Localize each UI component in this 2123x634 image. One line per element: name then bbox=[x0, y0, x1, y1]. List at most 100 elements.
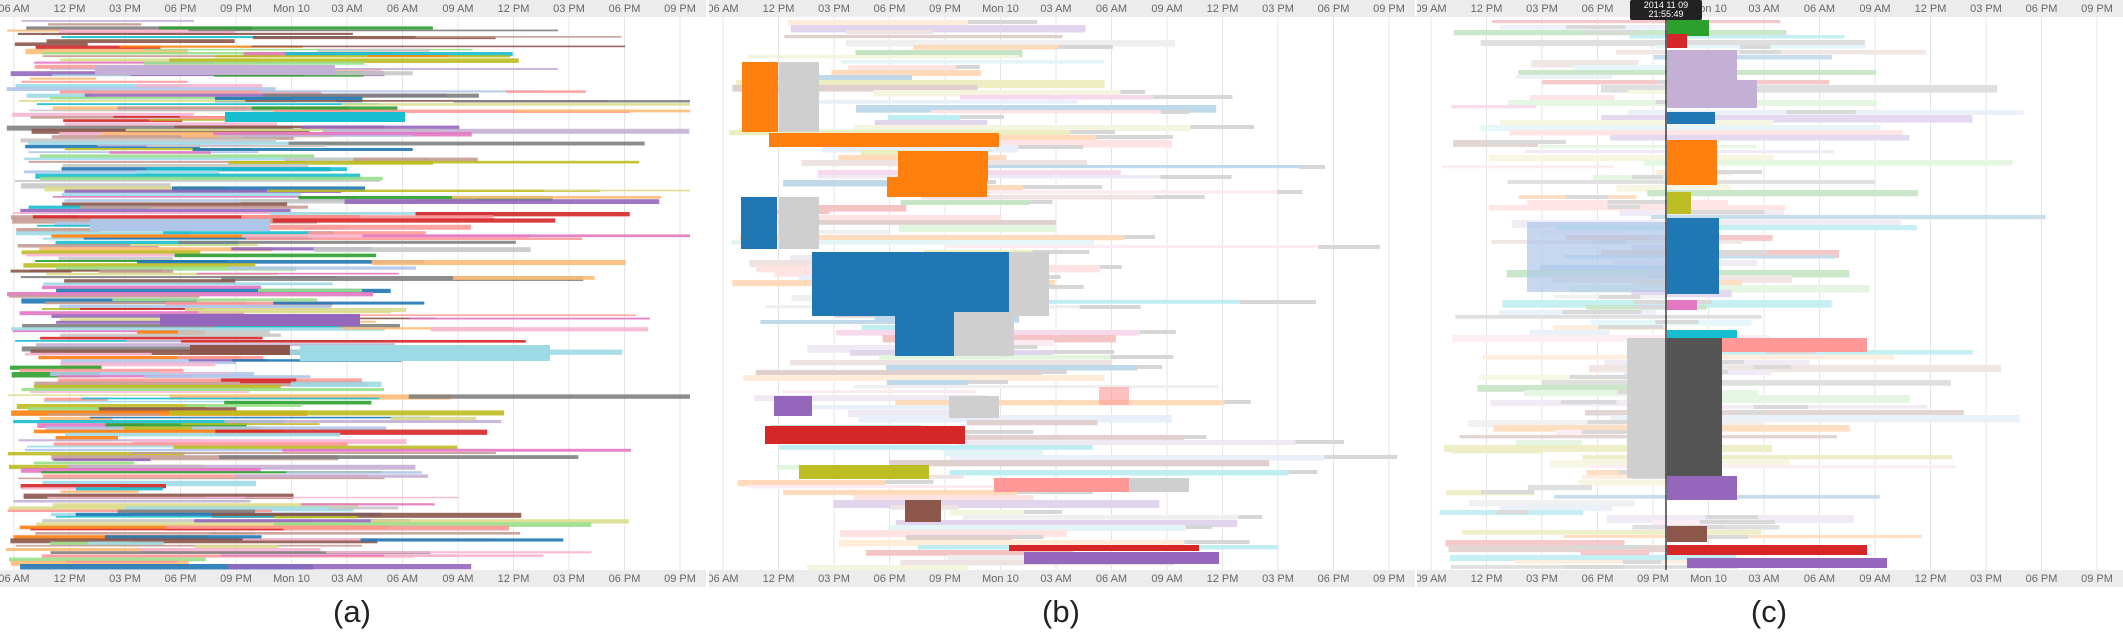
panel-a-bar bbox=[326, 551, 592, 554]
panel-a-bar bbox=[60, 359, 237, 365]
panel-a-bar bbox=[34, 429, 283, 434]
panel-a-bar bbox=[119, 45, 303, 48]
panel-a-bar bbox=[48, 23, 142, 26]
panel-b-highlight-block bbox=[994, 478, 1129, 492]
panel-c-gray-bar bbox=[1634, 305, 1681, 309]
panel-a-bar bbox=[59, 90, 322, 94]
panel-b-gray-bar bbox=[1022, 185, 1103, 189]
panel-c-bar bbox=[1451, 105, 1536, 109]
panel-a-bar bbox=[245, 100, 608, 102]
panel-a-bar bbox=[21, 80, 188, 83]
panel-b-pink-block bbox=[1099, 387, 1129, 405]
panel-b-highlight-block bbox=[774, 396, 812, 416]
panel-a-top-tick-label: 09 PM bbox=[664, 3, 696, 15]
panel-c-bar bbox=[1443, 445, 1773, 452]
panel-b-bar bbox=[895, 520, 1238, 528]
panel-c-cursor-tooltip bbox=[1630, 0, 1702, 20]
panel-a-bar bbox=[274, 314, 636, 316]
panel-a-bar bbox=[362, 234, 690, 238]
panel-a-bar bbox=[30, 269, 163, 272]
panel-a-bar bbox=[6, 87, 276, 92]
panel-c-gray-bar bbox=[1753, 405, 1809, 409]
panel-a-bar bbox=[25, 48, 188, 55]
panel-a-bar bbox=[42, 474, 369, 478]
panel-a-bar bbox=[7, 292, 374, 297]
panel-a-bar bbox=[24, 157, 387, 160]
panel-a-bar bbox=[241, 215, 494, 220]
panel-a-chart: 06 AM 06 AM 12 PM 12 PM 03 PM 03 PM 06 PM 06 PM… bbox=[0, 0, 706, 587]
panel-a-bar bbox=[68, 464, 416, 470]
panel-c-bar bbox=[1582, 455, 1953, 460]
panel-c-bottom-tick-label: 09 PM bbox=[2081, 573, 2113, 585]
panel-a-bar bbox=[273, 522, 592, 527]
panel-c-top-tick-label: 12 PM bbox=[1915, 3, 1947, 15]
panel-c-caption: (c) bbox=[1750, 594, 1788, 629]
panel-a-bar bbox=[125, 128, 439, 132]
panel-a-bottom-tick-label: 09 AM bbox=[442, 573, 473, 585]
panel-c-bar bbox=[1601, 115, 1973, 123]
panel-a-bar bbox=[53, 458, 151, 462]
panel-b-bar bbox=[783, 180, 948, 187]
panel-a-bar bbox=[9, 557, 206, 562]
panel-b-gray-bar bbox=[1152, 95, 1233, 99]
panel-a-bar bbox=[14, 180, 380, 182]
panel-a-bar bbox=[25, 144, 200, 149]
panel-a-bar bbox=[273, 109, 630, 113]
panel-c-bar bbox=[1515, 75, 1613, 79]
panel-b-bar bbox=[900, 200, 1030, 205]
panel-a-block bbox=[95, 65, 335, 75]
panel-a-bar bbox=[66, 560, 178, 563]
panel-a-bar bbox=[408, 394, 690, 399]
panel-a-bar bbox=[42, 519, 312, 523]
panel-c-gray-bar bbox=[1622, 560, 1661, 564]
panel-b-gray-bar bbox=[1057, 45, 1113, 49]
panel-a-bar bbox=[19, 311, 244, 316]
panel-a-bar bbox=[136, 84, 263, 89]
panel-b-top-tick-label: 12 PM bbox=[1207, 3, 1239, 15]
panel-c-highlight-block bbox=[1667, 330, 1737, 340]
panel-a-bar bbox=[196, 272, 399, 275]
panel-c-bar bbox=[1499, 505, 1613, 512]
panel-c-bar bbox=[1527, 485, 1592, 491]
panel-b-bar bbox=[790, 25, 1086, 33]
panel-a-bar bbox=[55, 516, 347, 518]
panel-b-bar bbox=[879, 355, 1111, 360]
panel-a-bar bbox=[57, 375, 191, 378]
panel-b-gray-bar bbox=[1190, 125, 1255, 129]
panel-a-bar bbox=[33, 384, 281, 389]
panel-a-bar bbox=[10, 365, 102, 370]
panel-c-highlight-block bbox=[1687, 558, 1887, 568]
panel-a-bar bbox=[210, 532, 521, 535]
panel-b-gray-bar bbox=[968, 20, 1038, 24]
panel-a-bar bbox=[342, 327, 513, 330]
panel-b-bar bbox=[931, 140, 1172, 148]
panel-a-top-tick-label: 09 PM bbox=[220, 3, 252, 15]
panel-a-top-tick-label: Mon 10 bbox=[273, 3, 310, 15]
panel-c-bar bbox=[1585, 410, 1964, 416]
panel-b-highlight-block bbox=[799, 465, 929, 479]
panel-a-bar bbox=[39, 247, 273, 252]
panel-a-bar bbox=[44, 397, 108, 402]
panel-a-bar bbox=[61, 192, 301, 198]
panel-b-bottom-axis bbox=[709, 570, 1415, 587]
panel-a-bar bbox=[505, 90, 586, 93]
panel-a-bar bbox=[251, 45, 626, 48]
panel-a-bar bbox=[32, 215, 361, 219]
panel-a-block bbox=[190, 345, 290, 355]
panel-a-bar bbox=[30, 528, 284, 531]
panel-c-highlight-block bbox=[1667, 338, 1722, 478]
panel-a-bar bbox=[215, 55, 511, 58]
panel-a-bar bbox=[6, 125, 294, 131]
panel-a-bar bbox=[176, 224, 471, 230]
panel-c-gray-bar bbox=[1587, 420, 1639, 424]
panel-b-gray-bar bbox=[1018, 145, 1084, 149]
panel-b-bar bbox=[805, 405, 977, 410]
panel-b-bottom-tick-label: 06 AM bbox=[709, 573, 739, 585]
panel-a-bar bbox=[21, 250, 201, 255]
panel-a-bar bbox=[344, 199, 660, 205]
panel-b-top-tick-label: 12 PM bbox=[763, 3, 795, 15]
panel-a-bar bbox=[515, 109, 690, 113]
panel-a-bar bbox=[112, 298, 318, 302]
panel-a-bar bbox=[224, 400, 372, 405]
panel-c-gray-bar bbox=[1705, 515, 1758, 519]
